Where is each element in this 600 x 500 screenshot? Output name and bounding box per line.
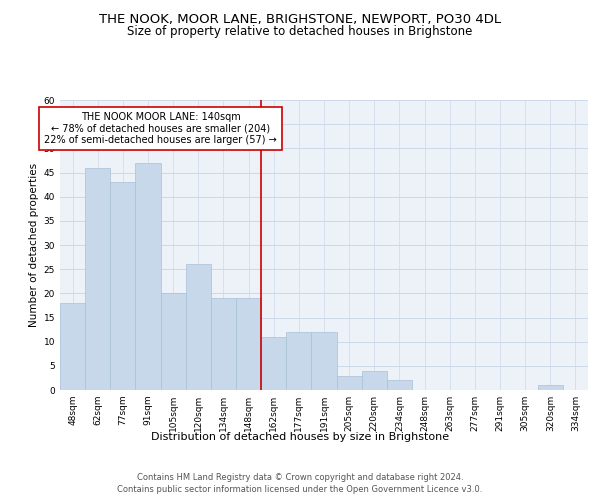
Bar bbox=[261, 337, 286, 390]
Bar bbox=[286, 332, 311, 390]
Bar bbox=[136, 163, 161, 390]
Bar bbox=[362, 370, 387, 390]
Bar bbox=[186, 264, 211, 390]
Bar bbox=[387, 380, 412, 390]
Y-axis label: Number of detached properties: Number of detached properties bbox=[29, 163, 40, 327]
Bar bbox=[211, 298, 236, 390]
Text: Distribution of detached houses by size in Brighstone: Distribution of detached houses by size … bbox=[151, 432, 449, 442]
Bar bbox=[337, 376, 362, 390]
Bar bbox=[85, 168, 110, 390]
Text: Contains HM Land Registry data © Crown copyright and database right 2024.
Contai: Contains HM Land Registry data © Crown c… bbox=[118, 472, 482, 494]
Text: Size of property relative to detached houses in Brighstone: Size of property relative to detached ho… bbox=[127, 25, 473, 38]
Bar bbox=[60, 303, 85, 390]
Text: THE NOOK MOOR LANE: 140sqm
← 78% of detached houses are smaller (204)
22% of sem: THE NOOK MOOR LANE: 140sqm ← 78% of deta… bbox=[44, 112, 277, 146]
Bar bbox=[538, 385, 563, 390]
Bar bbox=[110, 182, 136, 390]
Bar bbox=[161, 294, 186, 390]
Text: THE NOOK, MOOR LANE, BRIGHSTONE, NEWPORT, PO30 4DL: THE NOOK, MOOR LANE, BRIGHSTONE, NEWPORT… bbox=[99, 12, 501, 26]
Bar bbox=[311, 332, 337, 390]
Bar bbox=[236, 298, 261, 390]
